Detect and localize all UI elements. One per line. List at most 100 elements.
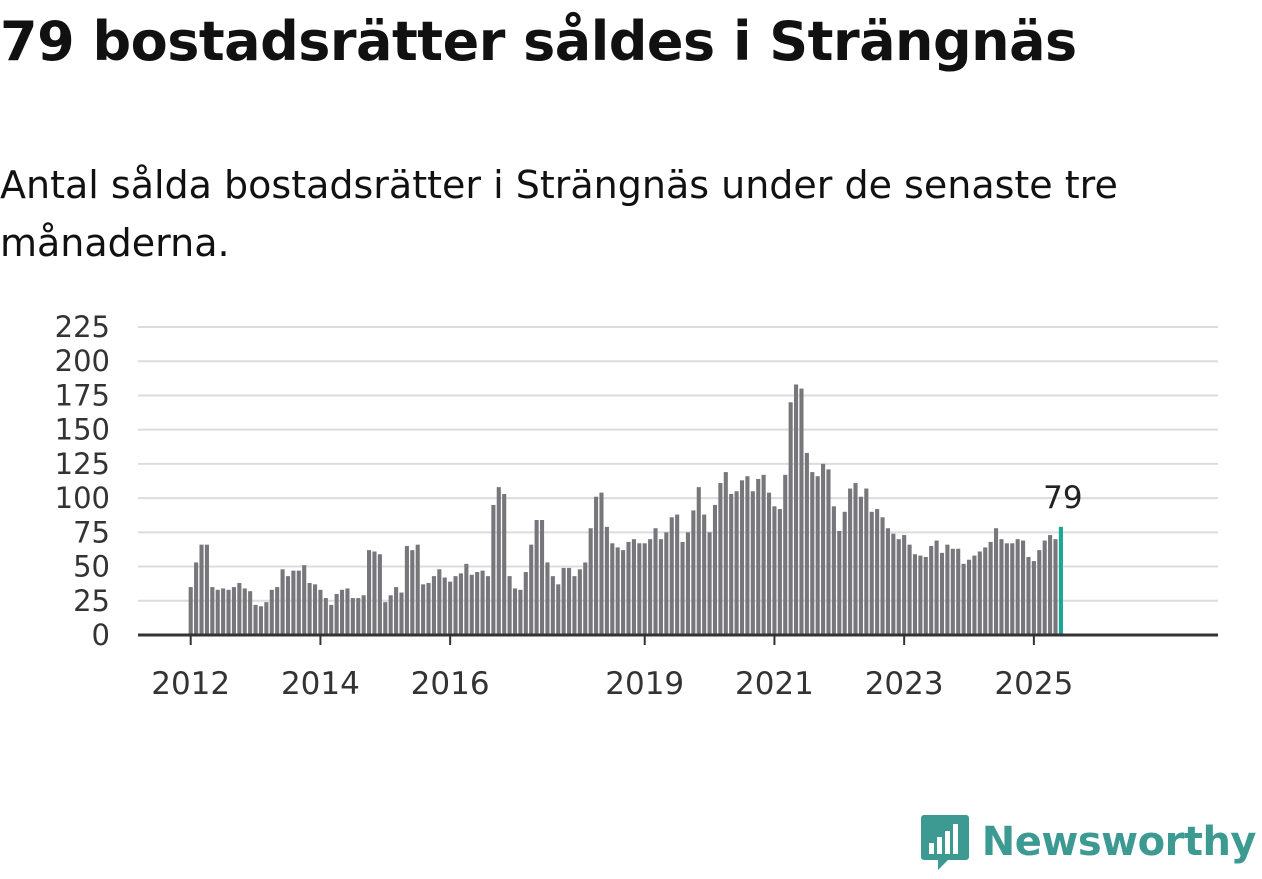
bar	[739, 480, 745, 635]
bar	[685, 532, 691, 635]
bar	[188, 587, 193, 635]
bar	[464, 563, 469, 635]
bar	[399, 592, 404, 635]
bar	[794, 384, 799, 635]
bar	[383, 602, 388, 635]
bar	[361, 595, 366, 635]
bar	[810, 472, 815, 635]
bar	[1021, 540, 1026, 635]
bar	[853, 483, 858, 635]
bar	[550, 576, 555, 635]
bar	[594, 496, 599, 635]
bar	[312, 584, 318, 635]
bar	[210, 587, 215, 635]
bar	[410, 550, 415, 635]
bar	[307, 582, 312, 635]
bar	[512, 588, 518, 635]
bar	[842, 511, 847, 635]
bar	[539, 520, 545, 635]
bar	[621, 550, 626, 635]
bar	[696, 487, 701, 635]
bar	[323, 598, 328, 635]
bar	[1053, 539, 1058, 635]
bar	[529, 544, 534, 635]
bar	[858, 496, 863, 635]
bar	[972, 555, 977, 635]
bar	[480, 570, 485, 635]
bar	[296, 570, 301, 635]
bar	[934, 540, 939, 635]
bar	[583, 562, 588, 635]
bar	[804, 452, 809, 635]
bar	[453, 576, 458, 635]
bar	[258, 606, 264, 635]
bar	[604, 526, 609, 635]
bar	[221, 588, 226, 635]
bar	[653, 528, 658, 635]
bar	[756, 478, 761, 635]
x-tick-label: 2014	[281, 666, 360, 702]
bar	[848, 488, 853, 635]
bar	[561, 567, 566, 635]
bar	[939, 552, 945, 635]
bar	[993, 528, 999, 635]
bar	[799, 388, 804, 635]
bar	[610, 543, 615, 635]
bar	[339, 589, 345, 635]
y-tick-label: 150	[55, 413, 110, 447]
bar	[961, 563, 966, 635]
y-tick-label: 125	[55, 447, 110, 481]
x-tick-label: 2016	[411, 666, 490, 702]
bar	[896, 539, 901, 635]
bar	[280, 569, 285, 635]
bar	[496, 487, 501, 635]
bar	[988, 541, 993, 635]
bar	[231, 587, 236, 635]
bar	[1010, 543, 1015, 635]
x-axis: 2012 2014 2016 2019 2021 2023 2025	[138, 633, 1218, 702]
y-tick-label: 25	[73, 584, 110, 618]
bar	[248, 591, 253, 635]
bar	[367, 550, 372, 635]
bar	[923, 556, 928, 635]
bar	[723, 472, 728, 635]
bar	[675, 514, 680, 635]
bar	[669, 517, 674, 635]
bar	[983, 547, 988, 635]
bar	[831, 506, 836, 635]
bar	[1004, 543, 1009, 635]
bar	[404, 546, 409, 635]
bar	[285, 576, 291, 635]
bar	[615, 547, 620, 635]
bar	[215, 589, 220, 635]
bar	[642, 543, 647, 635]
newsworthy-chart-bubble-icon	[920, 815, 969, 870]
bar	[777, 509, 782, 635]
y-tick-label: 175	[55, 378, 110, 412]
y-tick-label: 100	[55, 481, 110, 515]
bar	[269, 589, 274, 635]
bar	[388, 595, 393, 635]
bar	[415, 544, 420, 635]
bar	[329, 604, 334, 635]
bar	[918, 555, 923, 635]
chart-subtitle: Antal sålda bostadsrätter i Strängnäs un…	[0, 163, 1118, 265]
bar	[956, 548, 961, 635]
bar	[350, 598, 355, 635]
bar	[437, 569, 442, 635]
bar	[194, 562, 199, 635]
bar	[242, 588, 247, 635]
y-tick-label: 50	[73, 550, 110, 584]
bar	[907, 544, 912, 635]
bar	[826, 469, 831, 635]
y-tick-label: 0	[92, 618, 110, 652]
bar	[264, 602, 269, 635]
bar	[891, 533, 896, 635]
bar	[469, 574, 474, 635]
bar-latest	[1058, 526, 1063, 635]
bar	[772, 506, 777, 635]
chart-title: 79 bostadsrätter såldes i Strängnäs	[0, 10, 1077, 73]
bar	[204, 544, 209, 635]
bar	[448, 581, 453, 635]
bar	[691, 510, 696, 635]
